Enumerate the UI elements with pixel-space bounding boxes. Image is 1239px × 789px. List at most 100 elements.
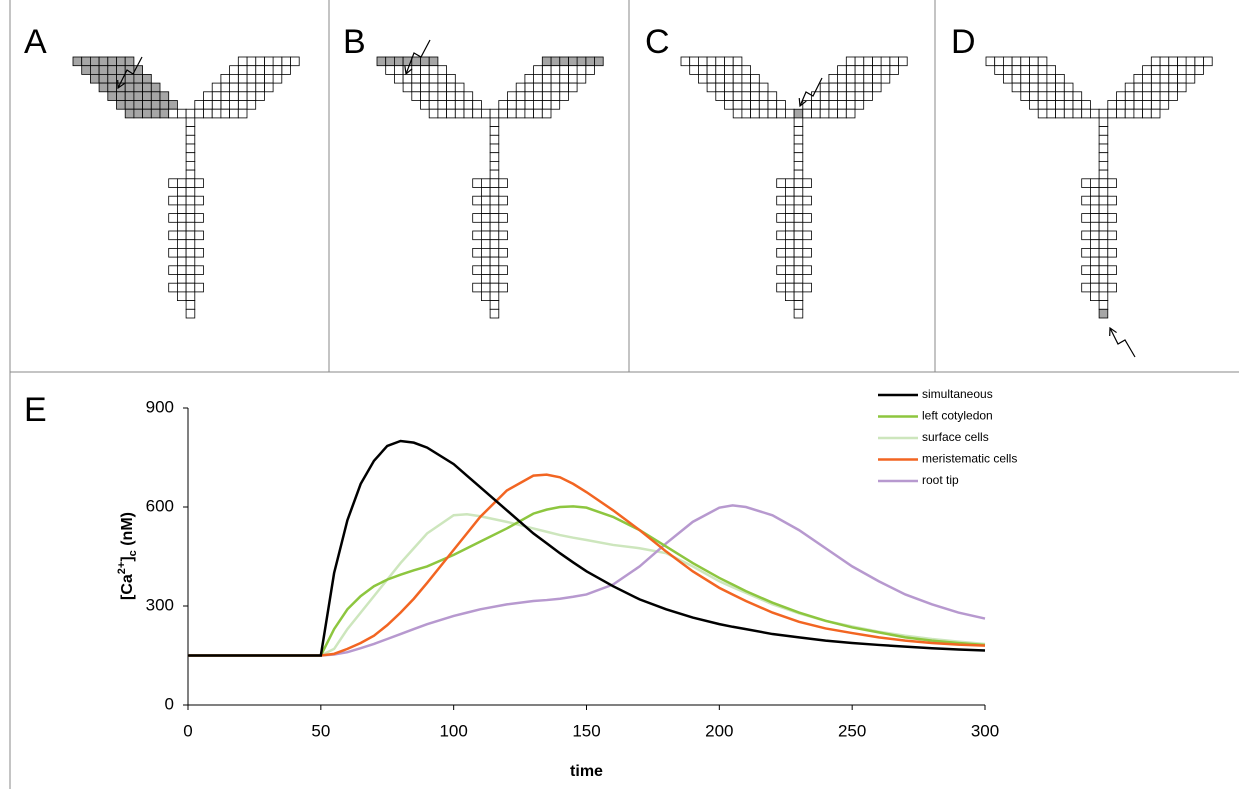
seedling xyxy=(72,56,300,319)
cell xyxy=(107,56,117,67)
cell xyxy=(785,274,795,284)
cell xyxy=(533,65,543,75)
cell xyxy=(776,178,786,188)
cell xyxy=(750,108,760,119)
arrow-head xyxy=(117,79,125,90)
cell xyxy=(793,187,804,197)
cell xyxy=(489,152,500,162)
cell xyxy=(1011,82,1022,93)
cell xyxy=(1063,82,1074,93)
cell xyxy=(229,108,239,119)
cell xyxy=(281,56,291,67)
cell xyxy=(1098,126,1109,136)
cell xyxy=(1090,291,1100,301)
cell xyxy=(185,274,196,284)
cell xyxy=(498,195,508,206)
cell xyxy=(1124,108,1135,119)
cell xyxy=(515,82,526,93)
cell xyxy=(1063,108,1074,119)
cell xyxy=(785,265,795,275)
cell xyxy=(533,108,543,119)
cell xyxy=(489,256,500,267)
cell xyxy=(785,221,795,232)
cell xyxy=(706,74,717,84)
cell xyxy=(116,91,126,101)
cell xyxy=(428,56,439,67)
cell xyxy=(1159,82,1170,93)
legend-label: surface cells xyxy=(922,430,989,444)
cell xyxy=(463,91,474,101)
cell xyxy=(1116,108,1126,119)
cell xyxy=(1142,82,1152,93)
cell xyxy=(515,91,526,101)
cell xyxy=(489,274,500,284)
cell xyxy=(237,74,248,84)
cell xyxy=(185,169,196,180)
cell xyxy=(1116,91,1126,101)
cell xyxy=(150,82,161,93)
cell xyxy=(1081,195,1091,206)
cell xyxy=(1055,91,1065,101)
legend-label: simultaneous xyxy=(922,387,993,401)
cell xyxy=(1107,108,1117,119)
cell xyxy=(1081,247,1091,258)
cell xyxy=(176,230,187,241)
cell xyxy=(698,56,708,67)
cell xyxy=(1090,282,1100,293)
cell xyxy=(541,56,552,67)
cell xyxy=(1098,178,1109,188)
cell xyxy=(776,282,786,293)
cell xyxy=(185,291,196,301)
cell xyxy=(568,74,578,84)
cell xyxy=(793,274,804,284)
cell xyxy=(185,221,196,232)
cell xyxy=(237,82,248,93)
cell xyxy=(229,74,239,84)
cell xyxy=(246,82,257,93)
cell xyxy=(1098,282,1109,293)
x-tick-label: 250 xyxy=(838,721,866,740)
panel-label: B xyxy=(343,23,366,61)
cell xyxy=(1081,230,1091,241)
cell xyxy=(559,74,569,84)
cell xyxy=(489,143,500,154)
cell xyxy=(750,74,760,84)
cell xyxy=(698,74,708,84)
cell xyxy=(463,100,474,110)
cell xyxy=(1159,65,1170,75)
cell xyxy=(1142,74,1152,84)
cell xyxy=(237,100,248,110)
x-tick-label: 0 xyxy=(183,721,192,740)
cell xyxy=(176,274,187,284)
cell xyxy=(376,56,387,67)
cell xyxy=(420,100,430,110)
cell xyxy=(107,74,117,84)
panel-label: D xyxy=(951,23,976,61)
cell xyxy=(793,160,804,171)
cell xyxy=(1090,265,1100,275)
cell xyxy=(576,65,587,75)
cell xyxy=(220,91,230,101)
cell xyxy=(133,108,143,119)
panel-label: C xyxy=(645,23,670,61)
cell xyxy=(1081,108,1091,119)
cell xyxy=(1055,108,1065,119)
cell xyxy=(793,230,804,241)
cell xyxy=(98,82,109,93)
cell xyxy=(385,65,395,75)
cell xyxy=(255,91,265,101)
cell xyxy=(176,247,187,258)
cell xyxy=(480,221,491,232)
cell xyxy=(559,56,569,67)
cell xyxy=(845,91,856,101)
y-axis-title-part: [Ca xyxy=(119,574,136,600)
cell xyxy=(194,108,204,119)
cell xyxy=(428,74,439,84)
cell xyxy=(168,265,178,275)
cell xyxy=(793,239,804,249)
cell xyxy=(98,65,109,75)
cell xyxy=(428,108,439,119)
cell xyxy=(1090,213,1100,223)
cell xyxy=(98,74,109,84)
cell xyxy=(480,256,491,267)
